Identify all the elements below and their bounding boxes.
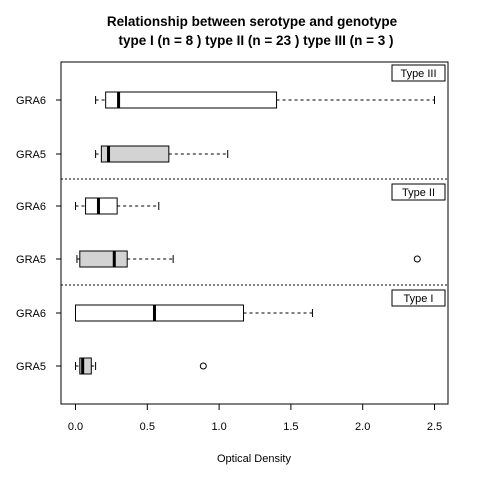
box xyxy=(105,91,278,109)
x-tick-label: 1.5 xyxy=(283,421,298,433)
x-axis: 0.0 0.5 1.0 1.5 2.0 2.5 xyxy=(68,403,442,433)
box xyxy=(79,250,128,268)
panel-label: Type III xyxy=(400,68,436,80)
panel-label: Type I xyxy=(404,293,434,305)
x-axis-label: Optical Density xyxy=(217,453,291,465)
y-tick-label: GRA6 xyxy=(16,201,46,213)
panel-label-box xyxy=(391,64,446,82)
box xyxy=(100,145,170,163)
outlier-point xyxy=(413,255,421,263)
x-tick-label: 2.0 xyxy=(355,421,370,433)
plot-frame xyxy=(60,61,449,405)
panel-label: Type II xyxy=(402,187,435,199)
y-tick-label: GRA5 xyxy=(16,149,46,161)
x-tick-label: 1.0 xyxy=(211,421,226,433)
box xyxy=(79,357,92,375)
x-tick-label: 0.0 xyxy=(68,421,83,433)
panel-label-box xyxy=(391,183,446,201)
chart-title-line1: Relationship between serotype and genoty… xyxy=(107,14,398,29)
y-tick-label: GRA5 xyxy=(16,361,46,373)
x-tick-label: 0.5 xyxy=(140,421,155,433)
x-tick-label: 2.5 xyxy=(427,421,442,433)
y-tick-label: GRA6 xyxy=(16,308,46,320)
chart-panels: Type III GRA6 GRA5 Type II GRA6 GRA5 Type I GRA… xyxy=(16,64,448,375)
panel-label-box xyxy=(391,289,446,307)
y-tick-label: GRA5 xyxy=(16,254,46,266)
chart-title-line2: type I (n = 8 ) type II (n = 23 ) type I… xyxy=(119,33,394,48)
box xyxy=(75,304,245,322)
y-tick-label: GRA6 xyxy=(16,95,46,107)
box xyxy=(85,197,118,215)
outlier-point xyxy=(199,362,207,370)
